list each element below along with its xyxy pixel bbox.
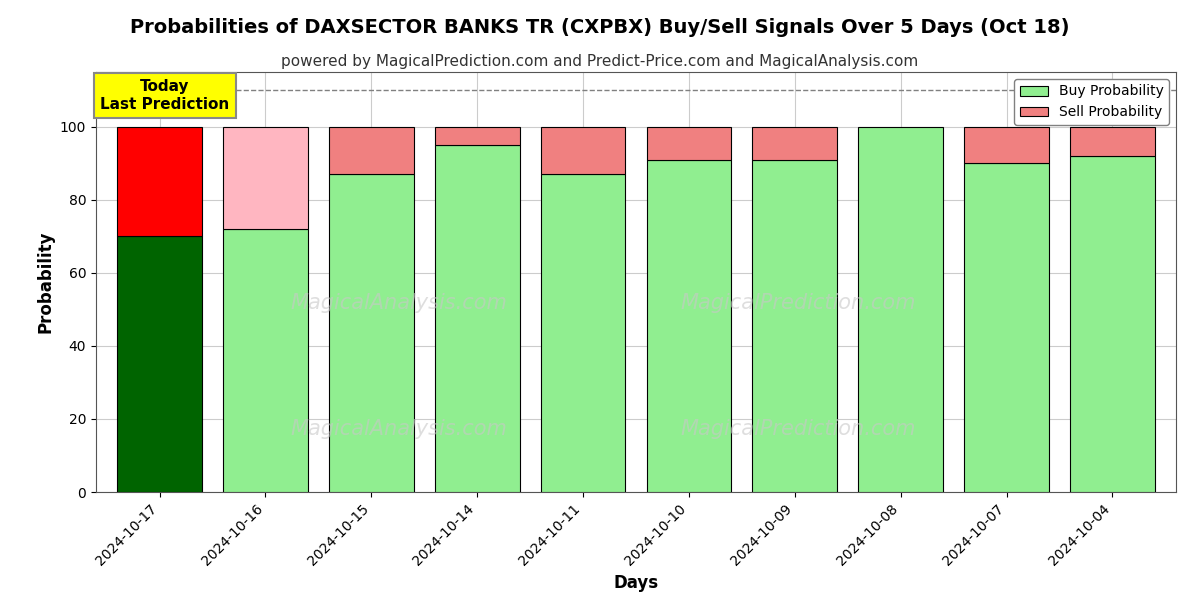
Bar bbox=[1070, 127, 1154, 156]
Bar bbox=[752, 127, 838, 160]
Legend: Buy Probability, Sell Probability: Buy Probability, Sell Probability bbox=[1014, 79, 1169, 125]
Bar bbox=[858, 127, 943, 492]
Text: MagicalAnalysis.com: MagicalAnalysis.com bbox=[290, 293, 506, 313]
Y-axis label: Probability: Probability bbox=[36, 231, 54, 333]
Text: MagicalPrediction.com: MagicalPrediction.com bbox=[680, 419, 916, 439]
Bar bbox=[965, 127, 1049, 163]
Bar bbox=[434, 145, 520, 492]
Bar bbox=[1070, 156, 1154, 492]
Text: Probabilities of DAXSECTOR BANKS TR (CXPBX) Buy/Sell Signals Over 5 Days (Oct 18: Probabilities of DAXSECTOR BANKS TR (CXP… bbox=[131, 18, 1069, 37]
Bar bbox=[118, 127, 202, 236]
Text: powered by MagicalPrediction.com and Predict-Price.com and MagicalAnalysis.com: powered by MagicalPrediction.com and Pre… bbox=[281, 54, 919, 69]
Bar bbox=[434, 127, 520, 145]
Bar bbox=[223, 127, 307, 229]
Bar bbox=[965, 163, 1049, 492]
Bar bbox=[223, 229, 307, 492]
Bar bbox=[541, 127, 625, 174]
Bar bbox=[329, 127, 414, 174]
Bar bbox=[752, 160, 838, 492]
Bar bbox=[118, 236, 202, 492]
Text: MagicalAnalysis.com: MagicalAnalysis.com bbox=[290, 419, 506, 439]
Bar bbox=[647, 127, 731, 160]
Text: MagicalPrediction.com: MagicalPrediction.com bbox=[680, 293, 916, 313]
Bar bbox=[647, 160, 731, 492]
Bar bbox=[541, 174, 625, 492]
Text: Today
Last Prediction: Today Last Prediction bbox=[100, 79, 229, 112]
X-axis label: Days: Days bbox=[613, 574, 659, 592]
Bar bbox=[329, 174, 414, 492]
